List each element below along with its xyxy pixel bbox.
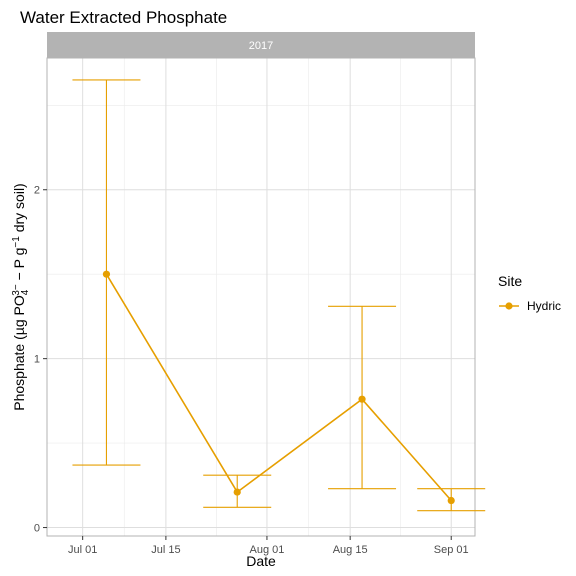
- y-axis-title-suffix: dry soil): [11, 183, 27, 236]
- legend-title: Site: [498, 273, 522, 289]
- x-tick-label: Jul 01: [68, 544, 97, 556]
- data-point: [233, 488, 241, 496]
- legend-label: Hydric: [527, 299, 561, 313]
- y-axis-title-prefix: Phosphate (µg PO: [11, 295, 27, 411]
- data-point: [358, 395, 366, 403]
- x-tick-label: Aug 01: [250, 544, 285, 556]
- y-axis-title-middle: − P g: [11, 248, 27, 285]
- plot-panel: [47, 58, 475, 536]
- data-point: [447, 496, 455, 505]
- minor-gridlines: [47, 58, 475, 536]
- y-axis: 0 1 2: [34, 185, 47, 535]
- legend-key-point: [505, 302, 513, 310]
- y-axis-title-sup2: −1: [11, 236, 22, 248]
- y-tick-label: 2: [34, 185, 40, 197]
- legend: Site Hydric: [498, 273, 561, 313]
- x-axis: Jul 01 Jul 15 Aug 01 Aug 15 Sep 01: [68, 536, 469, 556]
- y-tick-label: 1: [34, 354, 40, 366]
- x-tick-label: Jul 15: [151, 544, 180, 556]
- y-tick-label: 0: [34, 523, 40, 535]
- series-line: [105, 273, 452, 502]
- y-axis-title: Phosphate (µg PO43− − P g−1 dry soil): [11, 183, 31, 410]
- facet-strip: [47, 32, 475, 58]
- series-points: [102, 270, 455, 505]
- x-tick-label: Aug 15: [333, 544, 368, 556]
- major-gridlines: [47, 58, 475, 536]
- chart-title: Water Extracted Phosphate: [20, 8, 227, 27]
- panel-border: [46, 57, 476, 537]
- y-axis-title-sup: 3−: [11, 284, 22, 296]
- series-lines: [105, 273, 452, 502]
- x-axis-title: Date: [246, 553, 276, 569]
- data-point: [102, 270, 111, 278]
- facet-label: 2017: [249, 40, 273, 52]
- legend-item: Hydric: [499, 299, 561, 313]
- x-tick-label: Sep 01: [434, 544, 469, 556]
- y-axis-title-sub: 4: [20, 289, 31, 295]
